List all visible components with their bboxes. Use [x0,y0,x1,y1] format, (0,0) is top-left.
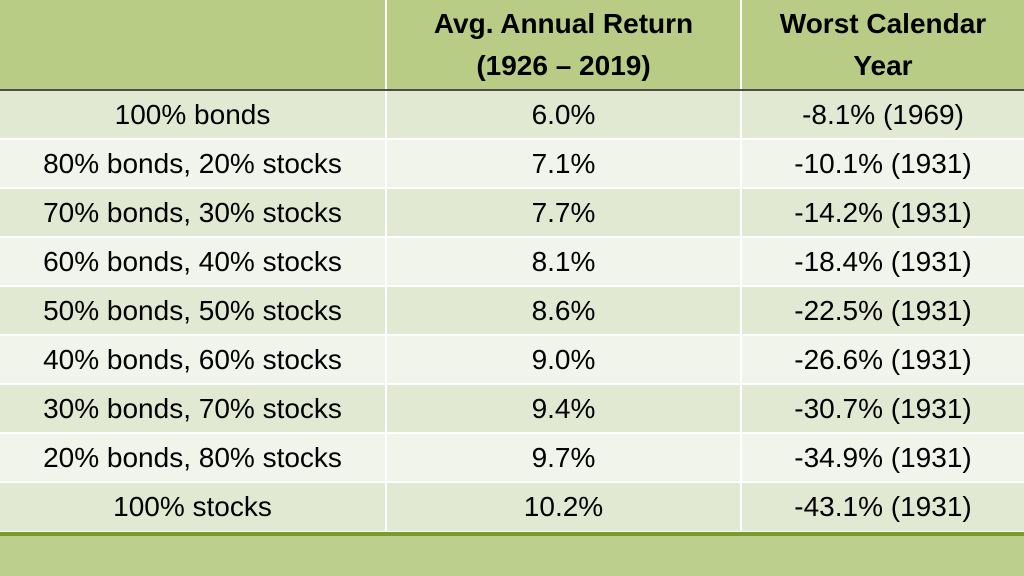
cell-allocation: 60% bonds, 40% stocks [0,236,386,286]
table-row: 60% bonds, 40% stocks 8.1% -18.4% (1931) [0,236,1024,286]
cell-allocation: 80% bonds, 20% stocks [0,138,386,188]
cell-avg-return: 9.4% [385,383,741,433]
table-row: 100% bonds 6.0% -8.1% (1969) [0,89,1024,139]
table-row: 50% bonds, 50% stocks 8.6% -22.5% (1931) [0,285,1024,335]
cell-worst-year: -22.5% (1931) [740,285,1024,335]
cell-avg-return: 9.0% [385,334,741,384]
cell-worst-year: -43.1% (1931) [740,481,1024,531]
cell-allocation: 100% stocks [0,481,386,531]
cell-allocation: 100% bonds [0,89,386,139]
header-avg-annual-return-line2: (1926 – 2019) [476,49,651,81]
cell-avg-return: 7.1% [385,138,741,188]
cell-worst-year: -10.1% (1931) [740,138,1024,188]
table-row: 80% bonds, 20% stocks 7.1% -10.1% (1931) [0,138,1024,188]
cell-worst-year: -30.7% (1931) [740,383,1024,433]
table-row: 100% stocks 10.2% -43.1% (1931) [0,481,1024,531]
cell-avg-return: 10.2% [385,481,741,531]
table-row: 30% bonds, 70% stocks 9.4% -30.7% (1931) [0,383,1024,433]
cell-worst-year: -34.9% (1931) [740,432,1024,482]
header-allocation [0,0,386,91]
header-worst-calendar-year: Worst Calendar Year [740,0,1024,91]
cell-worst-year: -14.2% (1931) [740,187,1024,237]
cell-worst-year: -8.1% (1969) [740,89,1024,139]
cell-allocation: 70% bonds, 30% stocks [0,187,386,237]
allocation-returns-table: Avg. Annual Return (1926 – 2019) Worst C… [0,0,1024,531]
table-row: 70% bonds, 30% stocks 7.7% -14.2% (1931) [0,187,1024,237]
cell-allocation: 30% bonds, 70% stocks [0,383,386,433]
cell-allocation: 40% bonds, 60% stocks [0,334,386,384]
table-body: 100% bonds 6.0% -8.1% (1969) 80% bonds, 20%… [0,89,1024,531]
footer-band [0,536,1024,576]
header-avg-annual-return: Avg. Annual Return (1926 – 2019) [385,0,741,91]
table-bottom-rule [0,532,1024,536]
cell-avg-return: 8.6% [385,285,741,335]
cell-avg-return: 7.7% [385,187,741,237]
cell-allocation: 20% bonds, 80% stocks [0,432,386,482]
cell-avg-return: 9.7% [385,432,741,482]
table-row: 20% bonds, 80% stocks 9.7% -34.9% (1931) [0,432,1024,482]
cell-avg-return: 8.1% [385,236,741,286]
cell-worst-year: -18.4% (1931) [740,236,1024,286]
cell-avg-return: 6.0% [385,89,741,139]
header-worst-calendar-year-line2: Year [853,49,913,81]
table-header-row: Avg. Annual Return (1926 – 2019) Worst C… [0,0,1024,91]
table-row: 40% bonds, 60% stocks 9.0% -26.6% (1931) [0,334,1024,384]
cell-worst-year: -26.6% (1931) [740,334,1024,384]
cell-allocation: 50% bonds, 50% stocks [0,285,386,335]
header-worst-calendar-year-line1: Worst Calendar [779,7,987,39]
header-avg-annual-return-line1: Avg. Annual Return [433,7,694,39]
